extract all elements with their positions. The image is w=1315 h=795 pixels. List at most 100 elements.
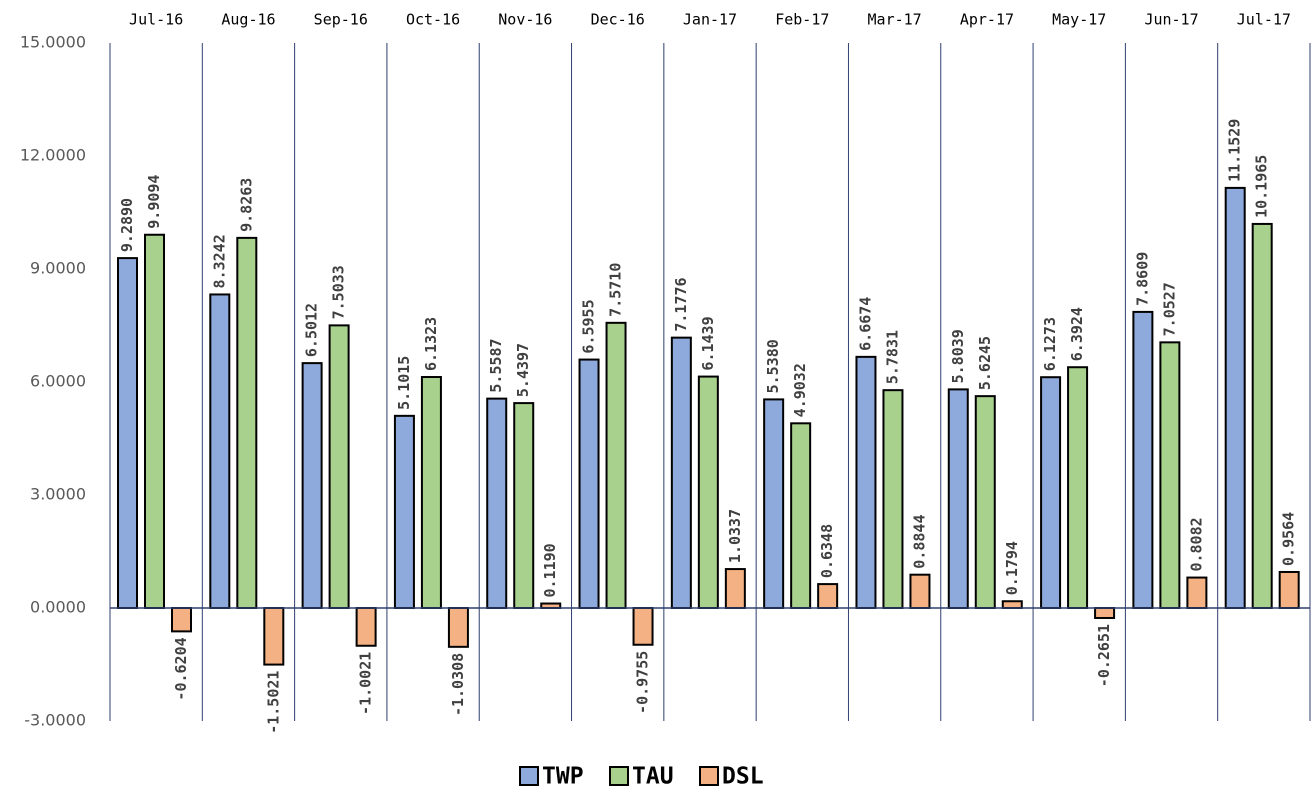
y-tick-label: 12.0000 [20, 146, 86, 165]
bar [909, 573, 931, 610]
bar [1186, 576, 1208, 609]
data-label: 6.3924 [1068, 307, 1086, 361]
x-tick-label: May-17 [1052, 11, 1106, 29]
data-label: -0.2651 [1095, 624, 1113, 687]
data-label: 0.6348 [818, 524, 836, 578]
data-label: 6.6674 [856, 297, 874, 351]
data-label: 7.8609 [1133, 252, 1151, 306]
bar [1094, 607, 1116, 619]
legend-swatch [609, 766, 629, 786]
data-label: 7.5033 [330, 265, 348, 319]
bar [1067, 366, 1089, 609]
data-label: 0.1794 [1003, 541, 1021, 595]
bar [670, 336, 692, 609]
data-label: 5.8039 [949, 329, 967, 383]
data-label: 0.8844 [910, 515, 928, 569]
data-label: 5.5587 [487, 338, 505, 392]
x-tick-label: Oct-16 [406, 11, 460, 29]
bar [236, 236, 258, 609]
y-tick-label: -3.0000 [24, 711, 86, 730]
data-label: 5.1015 [395, 356, 413, 410]
bar [1001, 600, 1023, 610]
legend-label: DSL [722, 764, 764, 790]
data-label: 0.9564 [1280, 512, 1298, 566]
bar [974, 395, 996, 609]
bar [1278, 570, 1300, 609]
x-tick-label: Nov-16 [498, 11, 552, 29]
data-label: 5.5380 [764, 339, 782, 393]
bar [1251, 222, 1273, 610]
legend-label: TWP [542, 764, 584, 790]
x-tick-label: Jan-17 [683, 11, 737, 29]
bar [355, 607, 377, 647]
bar [301, 362, 323, 609]
data-label: -1.5021 [264, 671, 282, 734]
data-label: 7.1776 [672, 277, 690, 331]
bar [632, 607, 654, 646]
data-label: 9.8263 [237, 178, 255, 232]
data-label: -1.0308 [449, 653, 467, 716]
bar [1159, 341, 1181, 609]
data-label: 1.0337 [726, 509, 744, 563]
data-label: 9.2890 [118, 198, 136, 252]
data-label: 6.5955 [580, 299, 598, 353]
bar [393, 414, 415, 609]
data-label: 0.1190 [541, 543, 559, 597]
bar [817, 583, 839, 609]
data-label: 11.1529 [1226, 119, 1244, 182]
x-tick-label: Jun-17 [1144, 11, 1198, 29]
bar [513, 402, 535, 610]
bar [763, 398, 785, 610]
data-label: 6.5012 [303, 303, 321, 357]
y-tick-label: 3.0000 [30, 485, 86, 504]
x-tick-label: Apr-17 [960, 11, 1014, 29]
data-label: 6.1439 [699, 316, 717, 370]
data-label: 5.4397 [514, 343, 532, 397]
bar [263, 607, 285, 666]
x-tick-label: Dec-16 [591, 11, 645, 29]
bar [1132, 310, 1154, 609]
data-label: 10.1965 [1253, 155, 1271, 218]
data-label: 5.7831 [883, 330, 901, 384]
legend-swatch [519, 766, 539, 786]
data-label: 6.1323 [422, 317, 440, 371]
x-tick-label: Jul-17 [1237, 11, 1291, 29]
y-tick-label: 15.0000 [20, 33, 86, 52]
bar [947, 388, 969, 610]
x-tick-label: Feb-17 [775, 11, 829, 29]
bar [697, 375, 719, 609]
bar [171, 607, 192, 633]
bar [328, 324, 350, 609]
data-label: -0.6204 [172, 637, 190, 700]
bar [486, 397, 508, 610]
bar [1224, 186, 1246, 609]
bar [578, 358, 600, 609]
y-tick-label: 0.0000 [30, 598, 86, 617]
bar [605, 321, 627, 609]
data-label: 9.9094 [145, 175, 163, 229]
x-tick-label: Mar-17 [868, 11, 922, 29]
y-tick-label: 9.0000 [30, 259, 86, 278]
data-label: 5.6245 [976, 336, 994, 390]
legend-label: TAU [632, 764, 674, 790]
bar [1040, 376, 1062, 610]
bar [144, 233, 165, 609]
bar [209, 293, 231, 609]
bar [855, 355, 877, 609]
y-tick-label: 6.0000 [30, 372, 86, 391]
data-label: 7.0527 [1160, 282, 1178, 336]
data-label: 8.3242 [210, 234, 228, 288]
data-label: 4.9032 [791, 363, 809, 417]
bar [882, 389, 904, 609]
x-tick-label: Sep-16 [314, 11, 368, 29]
bar [724, 568, 746, 609]
bar [420, 376, 442, 609]
bar [447, 607, 469, 648]
data-label: 7.5710 [607, 263, 625, 317]
bar [790, 422, 812, 609]
data-label: 6.1273 [1041, 317, 1059, 371]
data-label: -1.0021 [357, 652, 375, 715]
data-label: 0.8082 [1187, 517, 1205, 571]
legend-swatch [699, 766, 719, 786]
